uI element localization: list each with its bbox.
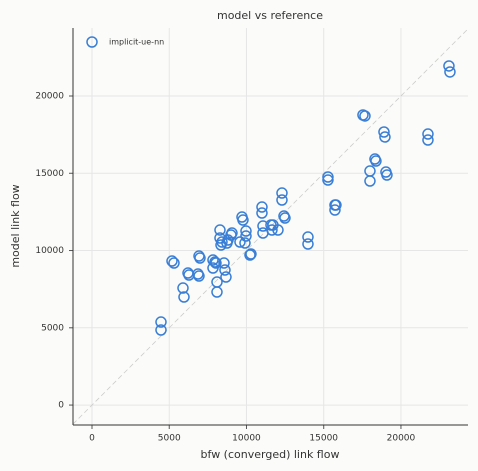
point	[155, 316, 167, 328]
point	[210, 257, 222, 269]
point	[276, 194, 288, 206]
point	[237, 214, 249, 226]
point	[194, 252, 206, 264]
point	[364, 165, 376, 177]
point	[214, 224, 226, 236]
point	[364, 175, 376, 187]
point	[226, 227, 238, 239]
point	[256, 207, 268, 219]
y-axis-label: model link flow	[9, 184, 22, 267]
point	[209, 256, 221, 268]
legend-marker	[86, 36, 98, 48]
point	[302, 231, 314, 243]
point	[359, 110, 371, 122]
point	[256, 201, 268, 213]
point	[240, 225, 252, 237]
point	[234, 236, 246, 248]
point	[322, 174, 334, 186]
point	[219, 264, 231, 276]
point	[276, 187, 288, 199]
y-tick-label: 0	[58, 401, 64, 411]
point	[211, 276, 223, 288]
point	[220, 271, 232, 283]
y-tick-label: 5000	[41, 323, 64, 333]
point	[381, 169, 393, 181]
point	[443, 60, 455, 72]
point	[444, 66, 456, 78]
point	[155, 324, 167, 336]
point	[216, 236, 228, 248]
point	[193, 270, 205, 282]
point	[244, 249, 256, 261]
point	[267, 219, 279, 231]
point	[379, 131, 391, 143]
point	[211, 286, 223, 298]
point	[279, 212, 291, 224]
point	[422, 128, 434, 140]
point	[207, 254, 219, 266]
x-tick-label: 20000	[387, 434, 416, 444]
legend-label: implicit-ue-nn	[109, 38, 164, 47]
point	[370, 155, 382, 167]
point	[239, 237, 251, 249]
y-tick-label: 15000	[35, 169, 64, 179]
point	[422, 134, 434, 146]
reference-line	[72, 28, 469, 425]
point	[240, 230, 252, 242]
y-tick-label: 20000	[35, 91, 64, 101]
point	[177, 282, 189, 294]
x-tick-label: 10000	[232, 434, 261, 444]
point	[218, 257, 230, 269]
point	[266, 224, 278, 236]
x-tick-label: 15000	[309, 434, 338, 444]
point	[245, 248, 257, 260]
point	[178, 291, 190, 303]
chart-title: model vs reference	[217, 9, 323, 22]
x-tick-label: 0	[89, 434, 95, 444]
point	[168, 257, 180, 269]
point	[322, 171, 334, 183]
point	[329, 204, 341, 216]
x-tick-label: 5000	[158, 434, 181, 444]
x-axis-label: bfw (converged) link flow	[201, 448, 340, 461]
y-tick-label: 10000	[35, 246, 64, 256]
point	[302, 238, 314, 250]
point	[330, 199, 342, 211]
point	[378, 126, 390, 138]
point	[166, 255, 178, 267]
